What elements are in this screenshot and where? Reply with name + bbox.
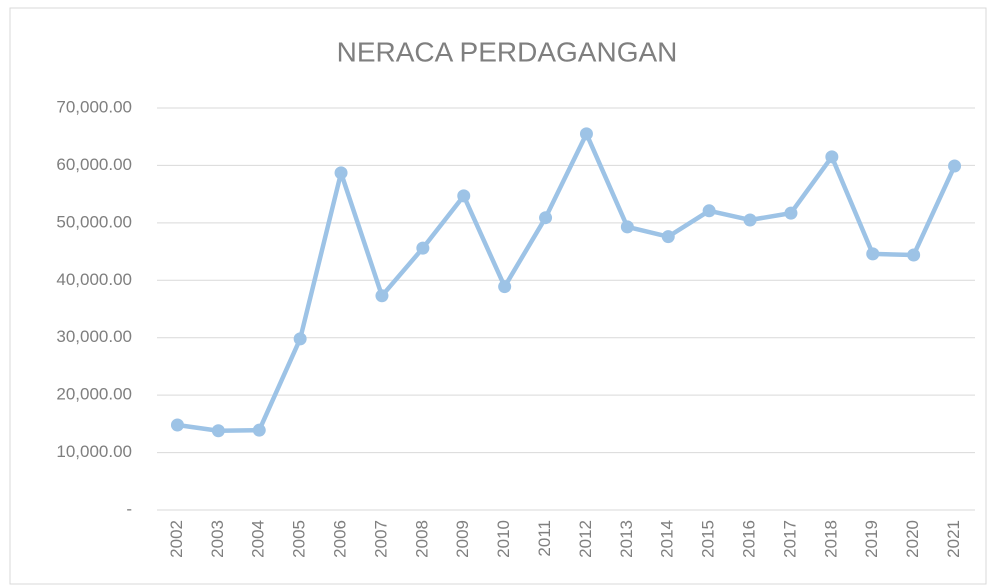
data-point bbox=[866, 247, 880, 261]
data-point bbox=[293, 332, 307, 346]
data-point bbox=[907, 248, 921, 262]
y-tick-label: 20,000.00 bbox=[56, 385, 132, 404]
x-tick-label: 2004 bbox=[249, 520, 268, 558]
data-point bbox=[702, 204, 716, 218]
x-tick-label: 2005 bbox=[290, 520, 309, 558]
x-tick-label: 2009 bbox=[453, 520, 472, 558]
x-tick-label: 2010 bbox=[494, 520, 513, 558]
data-point bbox=[579, 127, 593, 141]
x-tick-label: 2018 bbox=[821, 520, 840, 558]
chart-border bbox=[9, 7, 987, 585]
x-tick-label: 2015 bbox=[699, 520, 718, 558]
data-point bbox=[375, 289, 389, 303]
data-point bbox=[620, 220, 634, 234]
data-point bbox=[825, 150, 839, 164]
x-tick-label: 2003 bbox=[208, 520, 227, 558]
y-tick-label: - bbox=[126, 499, 132, 518]
x-tick-label: 2006 bbox=[331, 520, 350, 558]
data-point bbox=[416, 241, 430, 255]
x-tick-label: 2019 bbox=[862, 520, 881, 558]
data-point bbox=[743, 213, 757, 227]
x-tick-label: 2014 bbox=[658, 520, 677, 558]
data-point bbox=[211, 424, 225, 438]
data-point bbox=[661, 230, 675, 244]
data-point bbox=[457, 189, 471, 203]
x-tick-label: 2008 bbox=[412, 520, 431, 558]
chart-title: NERACA PERDAGANGAN bbox=[337, 36, 678, 67]
data-point bbox=[334, 166, 348, 180]
y-tick-label: 30,000.00 bbox=[56, 327, 132, 346]
x-tick-label: 2007 bbox=[371, 520, 390, 558]
data-point bbox=[498, 280, 512, 294]
data-point bbox=[539, 211, 553, 225]
series-line bbox=[177, 131, 957, 433]
y-tick-label: 50,000.00 bbox=[56, 212, 132, 231]
x-tick-label: 2002 bbox=[167, 520, 186, 558]
data-point bbox=[252, 423, 266, 437]
x-tick-label: 2016 bbox=[740, 520, 759, 558]
x-tick-label: 2013 bbox=[617, 520, 636, 558]
data-point bbox=[948, 159, 962, 173]
x-tick-label: 2021 bbox=[944, 520, 963, 558]
x-tick-label: 2020 bbox=[903, 520, 922, 558]
y-tick-label: 40,000.00 bbox=[56, 270, 132, 289]
data-point bbox=[784, 206, 798, 220]
y-tick-label: 60,000.00 bbox=[56, 155, 132, 174]
x-tick-label: 2017 bbox=[780, 520, 799, 558]
data-point bbox=[170, 418, 184, 432]
y-tick-label: 70,000.00 bbox=[56, 97, 132, 116]
y-tick-label: 10,000.00 bbox=[56, 442, 132, 461]
x-tick-label: 2012 bbox=[576, 520, 595, 558]
x-tick-label: 2011 bbox=[535, 520, 554, 557]
